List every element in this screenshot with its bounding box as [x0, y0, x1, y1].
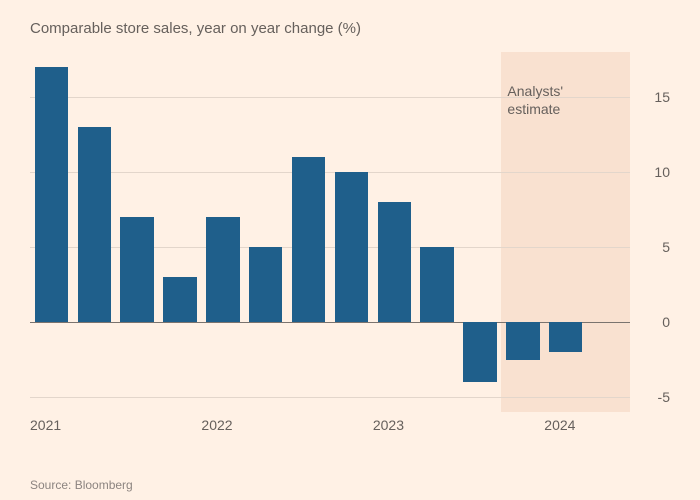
- x-tick-label: 2023: [373, 417, 404, 433]
- bar: [463, 322, 496, 382]
- x-tick-label: 2024: [544, 417, 575, 433]
- chart-subtitle: Comparable store sales, year on year cha…: [30, 20, 670, 37]
- bar: [378, 202, 411, 322]
- bar: [506, 322, 539, 360]
- x-tick-label: 2021: [30, 417, 61, 433]
- y-tick-label: 15: [654, 89, 670, 105]
- source-text: Source: Bloomberg: [30, 478, 133, 492]
- x-tick-label: 2022: [201, 417, 232, 433]
- y-axis: -5 0 5 10 15: [630, 52, 670, 412]
- y-tick-label: 10: [654, 164, 670, 180]
- bar: [292, 157, 325, 322]
- bar: [163, 277, 196, 322]
- y-tick-label: 5: [662, 239, 670, 255]
- bar: [249, 247, 282, 322]
- bar: [120, 217, 153, 322]
- chart-area: Analysts' estimate -5 0 5 10 15 2021 2022 2023…: [30, 52, 670, 432]
- annotation-line2: estimate: [507, 101, 560, 117]
- bar: [78, 127, 111, 322]
- y-tick-label: 0: [662, 314, 670, 330]
- bar: [206, 217, 239, 322]
- bar: [549, 322, 582, 352]
- x-axis: 2021 2022 2023 2024: [30, 417, 630, 437]
- bar: [335, 172, 368, 322]
- plot: Analysts' estimate: [30, 52, 630, 412]
- bar: [420, 247, 453, 322]
- annotation-line1: Analysts': [507, 83, 563, 99]
- estimate-annotation: Analysts' estimate: [507, 82, 563, 118]
- bar: [35, 67, 68, 322]
- y-tick-label: -5: [658, 389, 670, 405]
